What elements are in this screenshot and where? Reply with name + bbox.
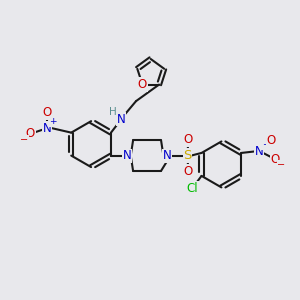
Text: S: S <box>183 149 192 162</box>
Text: −: − <box>277 160 285 170</box>
Text: N: N <box>42 122 51 135</box>
Text: +: + <box>50 117 57 126</box>
Text: Cl: Cl <box>186 182 198 195</box>
Text: +: + <box>262 140 269 149</box>
Text: O: O <box>184 134 193 146</box>
Text: N: N <box>255 145 263 158</box>
Text: O: O <box>138 78 147 91</box>
Text: −: − <box>20 135 28 145</box>
Text: O: O <box>42 106 51 119</box>
Text: H: H <box>109 107 117 117</box>
Text: N: N <box>117 113 126 126</box>
Text: O: O <box>267 134 276 147</box>
Text: O: O <box>271 153 280 166</box>
Text: N: N <box>123 149 132 162</box>
Text: O: O <box>26 127 35 140</box>
Text: N: N <box>163 149 171 162</box>
Text: O: O <box>184 165 193 178</box>
